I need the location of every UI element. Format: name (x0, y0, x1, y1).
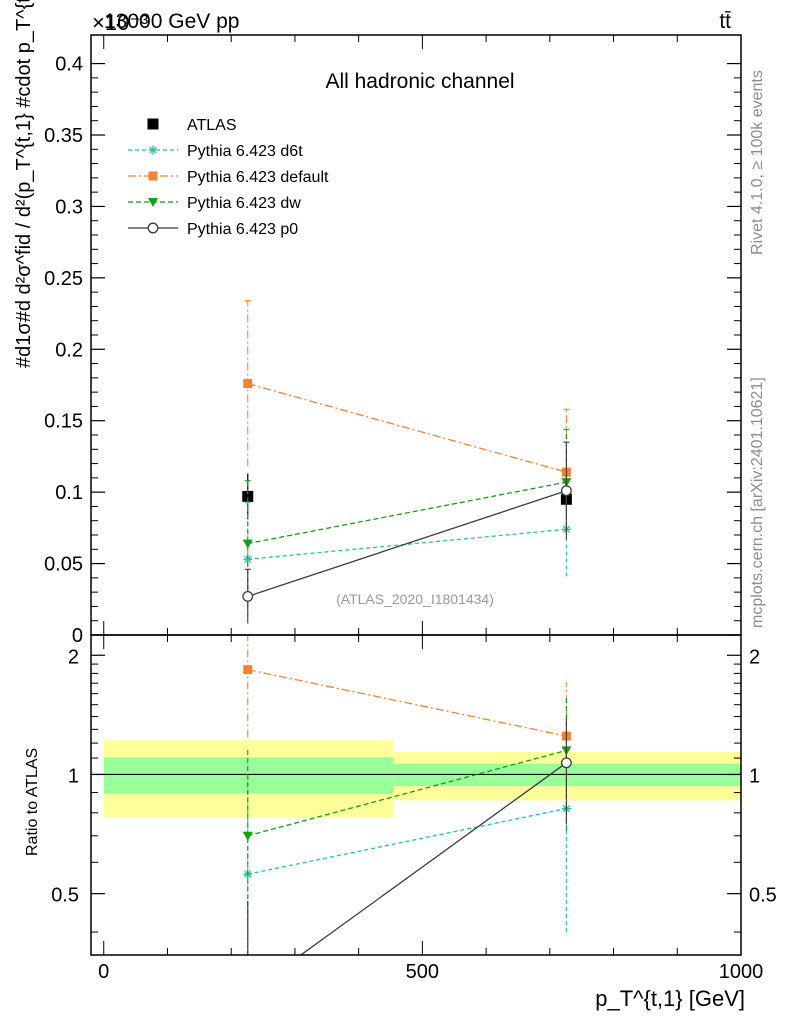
legend-marker (148, 198, 158, 207)
ratio-frame (90, 634, 742, 956)
legend-label: Pythia 6.423 p0 (187, 221, 298, 238)
ratio-point (243, 665, 253, 675)
y-tick-label: 0.3 (55, 196, 83, 218)
y-tick-label: 0 (72, 625, 83, 647)
y-tick-label: 0.35 (44, 125, 83, 147)
legend-label: Pythia 6.423 dw (187, 195, 301, 212)
y-tick-label: 0.15 (44, 411, 83, 433)
energy-label: 13000 GeV pp (104, 10, 239, 33)
ratio-tick-label-right: 2 (749, 646, 760, 668)
series-point (560, 485, 572, 497)
legend-entry: Pythia 6.423 dw (128, 195, 301, 212)
legend-entry: ATLAS (147, 117, 237, 134)
main-y-axis-label: #d1σ#d d²σ^fid / d²(p_T^{t,1} #cdot p_T^… (13, 0, 35, 368)
y-tick-label: 0.05 (44, 554, 83, 576)
marker-stroke (149, 146, 157, 154)
ratio-point (560, 757, 572, 769)
ratio-panel: Ratio to ATLAS 0.5 0.5 1 1 2 2 0 500 1000 p_T^{t… (24, 634, 777, 1011)
legend-label: Pythia 6.423 d6t (187, 143, 303, 160)
marker-stroke (244, 555, 252, 563)
series-line (247, 490, 567, 598)
y-tick-label: 0.25 (44, 268, 83, 290)
ratio-tick-label-right: 0.5 (749, 885, 777, 907)
legend-entry: Pythia 6.423 p0 (128, 221, 298, 238)
x-tick-label: 1000 (719, 961, 764, 983)
legend-label: ATLAS (187, 117, 237, 134)
legend-marker (148, 145, 158, 155)
legend-marker (147, 118, 159, 130)
ratio-tick-label-right: 1 (749, 765, 760, 787)
y-tick-label: 0.4 (55, 54, 83, 76)
rivet-label: Rivet 4.1.0, ≥ 100k events (749, 70, 766, 255)
series-line (247, 528, 567, 560)
legend: ATLAS Pythia 6.423 d6t Pythia 6.423 defaul… (128, 117, 329, 238)
y-tick-label: 0.1 (55, 482, 83, 504)
y-tick-label: 0.2 (55, 339, 83, 361)
ratio-tick-label: 2 (68, 646, 79, 668)
x-tick-label: 500 (406, 961, 439, 983)
main-panel: All hadronic channel (ATLAS_2020_I180143… (13, 0, 742, 647)
series-line (247, 481, 567, 545)
ratio-series-line (247, 668, 567, 737)
process-label: tt̄ (719, 10, 731, 33)
data-point (242, 490, 254, 502)
ratio-series-line (247, 749, 567, 837)
stat-uncertainty-band (103, 757, 394, 794)
axis-exponent: ×10⁻³ (92, 10, 148, 35)
ratio-point (242, 831, 253, 841)
chart-title: All hadronic channel (325, 70, 514, 93)
ratio-y-axis-label: Ratio to ATLAS (24, 748, 41, 856)
series-point (242, 590, 254, 602)
legend-entry: Pythia 6.423 default (128, 169, 329, 186)
ratio-tick-label: 0.5 (51, 885, 79, 907)
ratio-series-line (247, 807, 567, 875)
mcplots-label: mcplots.cern.ch [arXiv:2401.10621] (749, 377, 766, 628)
legend-entry: Pythia 6.423 d6t (128, 143, 303, 160)
x-axis-label: p_T^{t,1} [GeV] (595, 986, 745, 1011)
ratio-tick-label: 1 (68, 765, 79, 787)
series-point (242, 539, 253, 549)
legend-marker (148, 171, 158, 181)
x-tick-label: 0 (98, 961, 109, 983)
analysis-watermark: (ATLAS_2020_I1801434) (336, 591, 494, 607)
series-point (243, 379, 253, 389)
series-line (247, 382, 567, 473)
legend-marker (147, 222, 159, 234)
legend-label: Pythia 6.423 default (187, 169, 329, 186)
